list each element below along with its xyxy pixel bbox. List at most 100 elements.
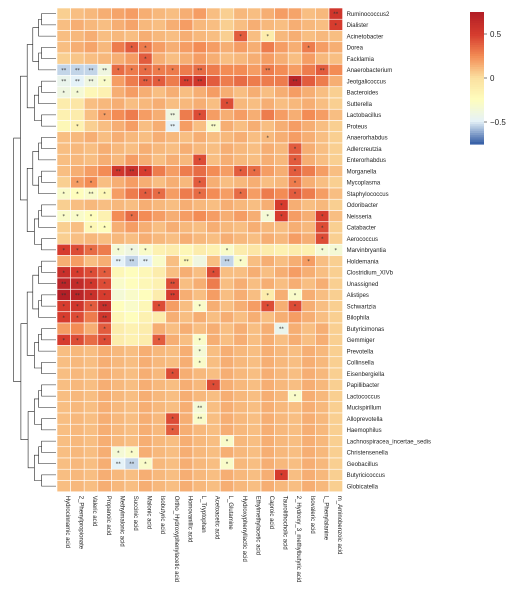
heatmap-cell	[83, 131, 99, 144]
heatmap-cell	[287, 322, 303, 335]
significance-mark: *	[294, 180, 297, 186]
significance-mark: *	[90, 304, 93, 310]
heatmap-cell	[315, 412, 330, 425]
heatmap-cell	[111, 412, 126, 425]
legend-swatch	[470, 18, 484, 22]
heatmap-cell	[138, 221, 153, 234]
heatmap-cell	[287, 345, 303, 358]
heatmap-cell	[70, 108, 85, 121]
heatmap-cell	[206, 390, 221, 403]
heatmap-cell	[260, 176, 275, 189]
heatmap-cell	[233, 367, 248, 380]
heatmap-cell	[111, 97, 126, 110]
heatmap-cell	[179, 18, 194, 31]
heatmap-cell	[260, 423, 275, 436]
heatmap-cell	[83, 401, 99, 414]
heatmap-cell	[260, 333, 275, 346]
heatmap-cell	[287, 468, 303, 481]
heatmap-cell	[219, 176, 235, 189]
heatmap-cell	[83, 345, 99, 358]
significance-mark: *	[199, 192, 202, 198]
significance-mark: *	[212, 270, 215, 276]
legend-swatch	[470, 16, 484, 20]
heatmap-cell	[260, 86, 275, 99]
heatmap-cell	[287, 480, 303, 493]
row-label: Staphylococcus	[347, 192, 389, 198]
heatmap-cell	[247, 468, 262, 481]
heatmap-cell	[315, 30, 330, 43]
heatmap-cell	[301, 277, 316, 290]
significance-mark: *	[131, 68, 134, 74]
heatmap-cell	[219, 480, 235, 493]
heatmap-cell	[287, 198, 303, 211]
legend-swatch	[470, 40, 484, 44]
heatmap-cell	[83, 367, 99, 380]
heatmap-cell	[301, 63, 316, 76]
heatmap-cell	[70, 52, 85, 65]
significance-mark: *	[144, 462, 147, 468]
legend-swatch	[470, 53, 484, 57]
heatmap-cell	[97, 457, 112, 470]
significance-mark: *	[280, 203, 283, 209]
heatmap-cell	[219, 311, 235, 324]
heatmap-cell	[274, 401, 289, 414]
heatmap-cell	[97, 120, 112, 133]
significance-mark: *	[280, 214, 283, 220]
heatmap-cell	[301, 232, 316, 245]
heatmap-cell	[111, 120, 126, 133]
heatmap-cell	[301, 378, 316, 391]
significance-mark: *	[226, 102, 229, 108]
heatmap-cell	[206, 63, 221, 76]
heatmap-cell	[315, 468, 330, 481]
heatmap-cell	[70, 435, 85, 448]
heatmap-cell	[233, 176, 248, 189]
heatmap-cell	[233, 435, 248, 448]
significance-mark: **	[116, 259, 122, 265]
heatmap-cell	[315, 266, 330, 279]
legend-tick-label: −0.5	[490, 118, 506, 127]
heatmap-cell	[192, 232, 207, 245]
heatmap-cell	[192, 423, 207, 436]
heatmap-cell	[274, 221, 289, 234]
heatmap-cell	[124, 86, 139, 99]
dendrogram-branch	[41, 440, 56, 453]
significance-mark: *	[267, 304, 270, 310]
heatmap-cell	[124, 412, 139, 425]
row-label: Mucispirillum	[347, 406, 382, 412]
heatmap-cell	[206, 345, 221, 358]
heatmap-cell	[124, 266, 139, 279]
heatmap-cell	[165, 97, 180, 110]
heatmap-cell	[70, 468, 85, 481]
heatmap-cell	[260, 221, 275, 234]
legend-swatch	[470, 115, 484, 119]
heatmap-cell	[138, 356, 153, 369]
legend-swatch	[470, 124, 484, 127]
heatmap-cell	[274, 18, 289, 31]
significance-mark: *	[144, 57, 147, 63]
dendrogram-branch	[34, 454, 42, 481]
heatmap-cell	[233, 18, 248, 31]
legend-swatch	[470, 119, 484, 123]
significance-mark: **	[61, 68, 67, 74]
heatmap-cell	[165, 356, 180, 369]
heatmap-cell	[70, 480, 85, 493]
dendrogram-branch	[41, 47, 56, 59]
heatmap-cell	[124, 7, 139, 20]
heatmap-cell	[138, 345, 153, 358]
heatmap-cell	[233, 232, 248, 245]
heatmap-cell	[233, 210, 248, 223]
heatmap-cell	[315, 401, 330, 414]
heatmap-cell	[328, 176, 343, 189]
heatmap-cell	[151, 176, 167, 189]
heatmap-cell	[97, 131, 112, 144]
heatmap-cells	[56, 7, 343, 493]
heatmap-cell	[287, 7, 303, 20]
heatmap-cell	[165, 266, 180, 279]
heatmap-cell	[328, 423, 343, 436]
dendrogram-branch	[41, 384, 56, 397]
row-label: Unassigned	[347, 282, 379, 288]
heatmap-cell	[206, 165, 221, 178]
heatmap-cell	[192, 446, 207, 459]
legend-swatch	[470, 29, 484, 33]
heatmap-cell	[111, 345, 126, 358]
